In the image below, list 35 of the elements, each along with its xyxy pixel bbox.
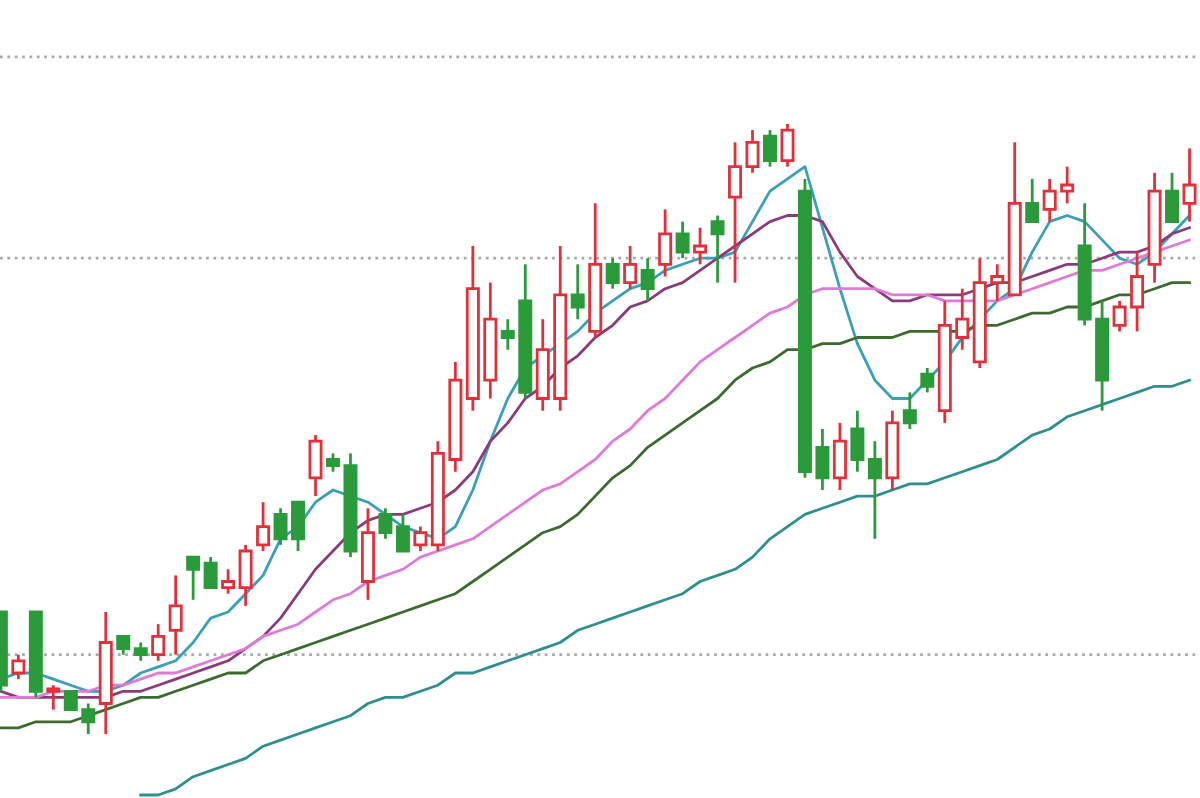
candlestick	[570, 262, 585, 321]
candlestick	[395, 513, 410, 553]
candlestick	[867, 439, 882, 541]
candlestick	[693, 226, 708, 266]
candlestick	[413, 525, 428, 553]
candlestick	[850, 409, 865, 474]
candlestick	[221, 567, 236, 596]
candlestick	[1165, 171, 1180, 223]
candlestick	[133, 641, 148, 663]
candlestick	[640, 256, 655, 303]
candlestick	[728, 140, 743, 284]
candlestick	[902, 391, 917, 431]
candlestick	[745, 128, 760, 175]
candlestick	[920, 366, 935, 394]
candlestick	[1182, 147, 1197, 223]
candlestick	[116, 635, 131, 657]
candlestick	[378, 506, 393, 541]
candlestick	[658, 208, 673, 278]
candlestick	[238, 543, 253, 608]
candlestick	[1025, 177, 1040, 223]
candlestick	[151, 622, 166, 663]
candlestick	[675, 220, 690, 260]
candlestick	[780, 122, 795, 169]
candlestick	[203, 555, 218, 589]
candlestick	[832, 421, 847, 492]
candlestick	[46, 683, 61, 711]
candlestick	[256, 500, 271, 553]
candlestick	[623, 244, 638, 291]
candlestick	[168, 574, 183, 657]
candlestick	[11, 653, 26, 681]
candlestick	[605, 256, 620, 291]
candlestick	[308, 433, 323, 498]
candlestick	[710, 214, 725, 284]
candlestick	[763, 128, 777, 169]
candlestick	[186, 555, 201, 602]
